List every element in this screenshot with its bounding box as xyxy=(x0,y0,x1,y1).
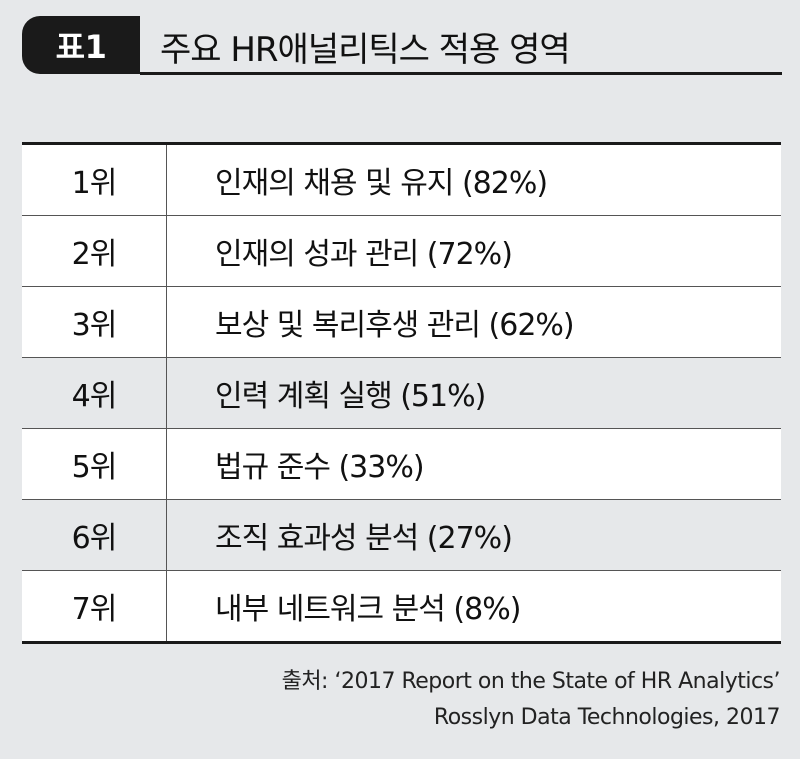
table-row: 6위 조직 효과성 분석 (27%) xyxy=(22,500,781,571)
area-cell: 보상 및 복리후생 관리 (62%) xyxy=(215,308,575,343)
area-cell: 조직 효과성 분석 (27%) xyxy=(215,521,513,556)
table-row: 7위 내부 네트워크 분석 (8%) xyxy=(22,571,781,641)
source-line-1: 출처: ‘2017 Report on the State of HR Anal… xyxy=(281,669,781,694)
source-line-2: Rosslyn Data Technologies, 2017 xyxy=(433,705,781,730)
rank-cell: 1위 xyxy=(22,145,167,215)
rank-cell: 5위 xyxy=(22,429,167,499)
table-header: 표1 주요 HR애널리틱스 적용 영역 xyxy=(22,16,782,75)
source-citation: 출처: ‘2017 Report on the State of HR Anal… xyxy=(281,664,781,736)
area-cell: 인재의 성과 관리 (72%) xyxy=(215,237,513,272)
ranking-table: 1위 인재의 채용 및 유지 (82%) 2위 인재의 성과 관리 (72%) … xyxy=(22,142,781,644)
table-row: 3위 보상 및 복리후생 관리 (62%) xyxy=(22,287,781,358)
area-cell: 인력 계획 실행 (51%) xyxy=(215,379,486,414)
table-row: 4위 인력 계획 실행 (51%) xyxy=(22,358,781,429)
rank-cell: 3위 xyxy=(22,287,167,357)
area-cell: 법규 준수 (33%) xyxy=(215,450,425,485)
table-number-badge: 표1 xyxy=(22,16,140,74)
rank-cell: 2위 xyxy=(22,216,167,286)
rank-cell: 4위 xyxy=(22,358,167,428)
table-row: 1위 인재의 채용 및 유지 (82%) xyxy=(22,145,781,216)
table-row: 2위 인재의 성과 관리 (72%) xyxy=(22,216,781,287)
header-divider xyxy=(140,72,782,75)
area-cell: 내부 네트워크 분석 (8%) xyxy=(215,592,521,627)
rank-cell: 6위 xyxy=(22,500,167,570)
table-row: 5위 법규 준수 (33%) xyxy=(22,429,781,500)
rank-cell: 7위 xyxy=(22,571,167,641)
table-title: 주요 HR애널리틱스 적용 영역 xyxy=(160,30,571,70)
area-cell: 인재의 채용 및 유지 (82%) xyxy=(215,166,548,201)
